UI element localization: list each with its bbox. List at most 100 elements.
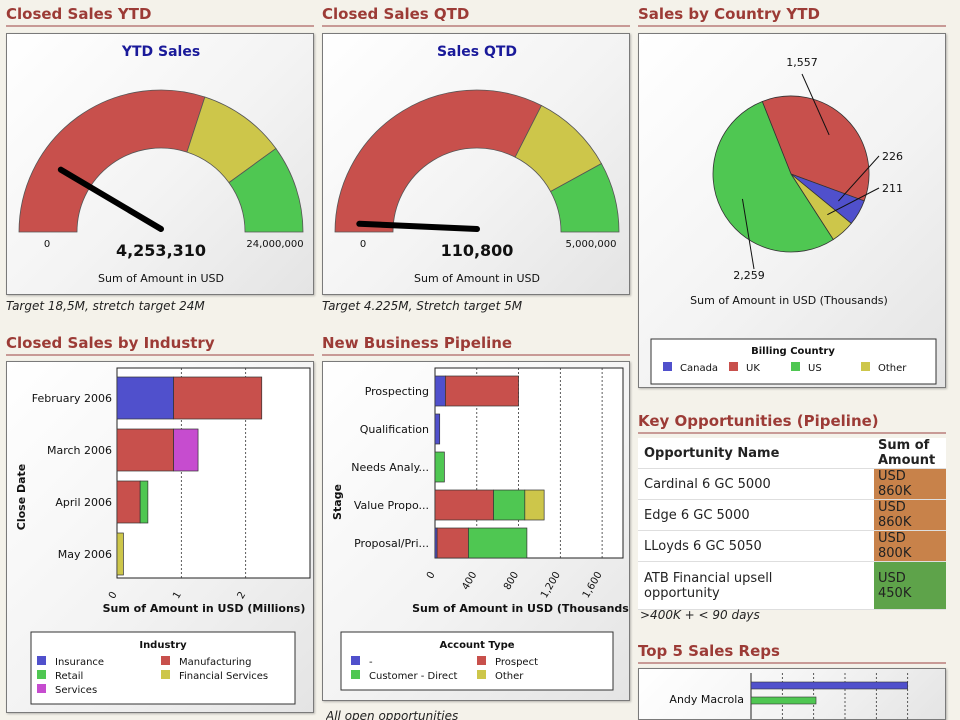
pipeline-legend-title: Account Type [439,640,514,651]
bar-segment[interactable] [434,489,494,521]
x-tick-label: 0 [107,590,120,601]
pie-slices [712,95,870,253]
qtd-gauge-panel[interactable]: Sales QTD 0 5,000,000 110,800 Sum of Amo… [322,33,630,295]
legend-label: Canada [680,363,718,374]
gauge-band-green [228,147,304,233]
opportunity-amount: USD 800K [874,530,946,562]
category-label: February 2006 [32,392,112,405]
opportunity-name[interactable]: Cardinal 6 GC 5000 [638,468,874,500]
category-label: Needs Analy... [351,461,429,474]
legend-swatch [477,656,486,665]
legend-swatch [663,362,672,371]
gauge-bands [334,89,620,233]
bar-segment[interactable] [116,428,174,472]
table-row[interactable]: Edge 6 GC 5000 USD 860K [638,499,946,531]
gauge-title: Sales QTD [437,44,517,60]
gauge-needle [356,220,480,232]
bar-segment[interactable] [445,375,519,407]
bar-segment[interactable] [116,480,141,524]
bar-segment[interactable] [750,696,817,705]
gauge-bands [18,89,304,233]
key-opportunities-table: Opportunity Name Sum of Amount Cardinal … [638,438,946,610]
gauge-min-label: 0 [44,239,50,250]
legend-label: - [369,657,373,668]
table-row[interactable]: Cardinal 6 GC 5000 USD 860K [638,468,946,500]
bar-segment[interactable] [116,532,124,576]
bar-segment[interactable] [434,451,445,483]
legend-swatch [351,656,360,665]
bar-segment[interactable] [434,413,441,445]
legend-label: US [808,363,822,374]
bar-segment[interactable] [493,489,526,521]
section-title-closed-sales-ytd: Closed Sales YTD [6,5,152,23]
top-reps-bar-panel[interactable]: Andy Macrola [638,668,946,720]
pie-value-label-uk: 1,557 [786,56,818,69]
category-label: Prospecting [365,385,429,398]
bar-segment[interactable] [468,527,528,559]
x-tick-label: 1 [171,590,184,601]
ytd-caption: Target 18,5M, stretch target 24M [6,299,205,313]
x-tick-labels: 0 1 2 [107,590,248,601]
industry-legend: Insurance Manufacturing Retail Financial Se… [37,656,268,696]
section-title-new-business-pipeline: New Business Pipeline [322,334,513,352]
category-label: May 2006 [58,548,112,561]
opportunity-amount: USD 450K [874,561,946,610]
ytd-gauge-panel[interactable]: YTD Sales 0 24,000,000 4,253,310 Sum of … [6,33,314,295]
x-tick-label: 0 [425,570,438,581]
pie-slice-us[interactable] [712,100,834,253]
legend-swatch [37,684,46,693]
pie-value-label-canada: 226 [882,150,903,163]
pipeline-bar-chart: Prospecting Qualification Needs Analy... Va… [331,367,630,691]
pie-value-label-other: 211 [882,182,903,195]
y-axis-title: Close Date [15,464,28,531]
pie-legend-title: Billing Country [751,346,835,357]
bar-gridlines [750,673,909,719]
opportunity-name-line2: opportunity [644,585,720,601]
opportunity-name[interactable]: Edge 6 GC 5000 [638,499,874,531]
bar-segment[interactable] [116,376,174,420]
industry-legend-title: Industry [139,640,187,651]
table-header-row: Opportunity Name Sum of Amount [638,438,946,469]
x-tick-label: 800 [502,570,521,592]
bar-segment[interactable] [750,681,908,690]
x-axis-title: Sum of Amount in USD (Millions) [103,602,306,615]
pie-legend: Canada UK US Other [663,362,907,374]
gauge-needle-line [57,166,164,232]
pie-leader-lines [741,73,880,270]
pie-slice-uk[interactable] [761,95,870,202]
industry-bar-panel[interactable]: February 2006 March 2006 April 2006 May 200… [6,361,314,713]
opportunity-name[interactable]: LLoyds 6 GC 5050 [638,530,874,562]
category-labels: Prospecting Qualification Needs Analy... Va… [351,385,429,550]
section-divider [322,354,630,356]
column-header-sum-of-amount[interactable]: Sum of Amount [874,438,946,469]
bar-segment[interactable] [436,527,469,559]
legend-label: Financial Services [179,671,268,682]
legend-swatch [351,670,360,679]
key-opportunities-caption: >400K + < 90 days [640,608,760,622]
bar-segment[interactable] [434,375,446,407]
country-pie-panel[interactable]: 1,557 226 211 2,259 Sum of Amount in USD… [638,33,946,388]
opportunity-name[interactable]: ATB Financial upsell opportunity [638,561,874,610]
pipeline-bar-panel[interactable]: Prospecting Qualification Needs Analy... Va… [322,361,630,701]
gauge-band-red [18,89,206,233]
qtd-caption: Target 4.225M, Stretch target 5M [322,299,523,313]
category-label: Qualification [360,423,429,436]
gauge-needle [57,166,164,232]
legend-swatch [161,670,170,679]
bar-segment[interactable] [173,376,263,420]
bar-segment[interactable] [173,428,199,472]
legend-swatch [37,670,46,679]
legend-swatch [729,362,738,371]
legend-label: Prospect [495,657,538,668]
table-row[interactable]: ATB Financial upsell opportunity USD 450K [638,561,946,610]
pie-leader-line [741,198,755,270]
x-tick-label: 400 [460,570,479,592]
legend-swatch [861,362,870,371]
column-header-opportunity-name[interactable]: Opportunity Name [638,438,874,469]
industry-bar-chart: February 2006 March 2006 April 2006 May 200… [15,367,311,705]
legend-label: UK [746,363,760,374]
bar-segment[interactable] [139,480,149,524]
bar-segment[interactable] [524,489,545,521]
x-axis-title: Sum of Amount in USD (Thousands) [412,602,630,615]
table-row[interactable]: LLoyds 6 GC 5050 USD 800K [638,530,946,562]
